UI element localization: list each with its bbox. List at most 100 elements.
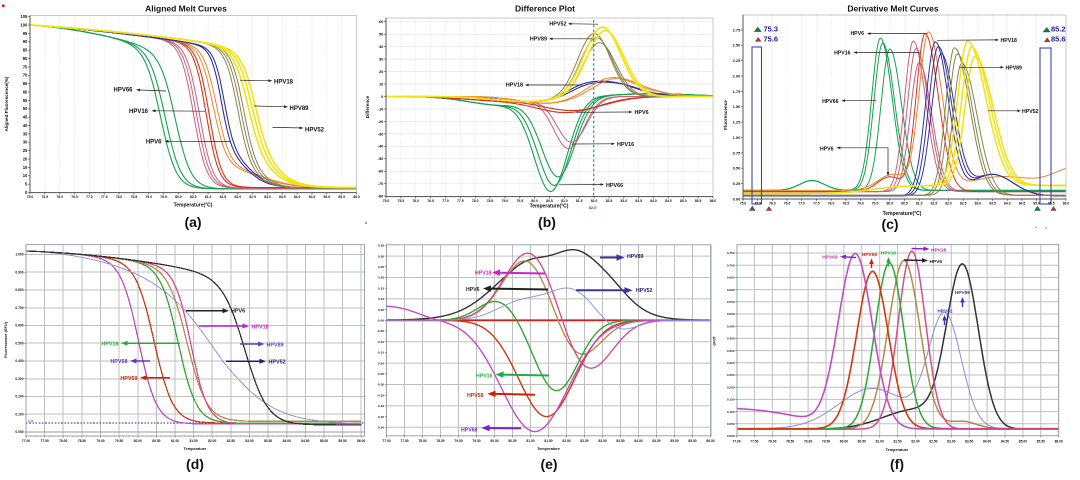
svg-text:86.00: 86.00 bbox=[706, 439, 714, 443]
svg-text:84.00: 84.00 bbox=[283, 439, 291, 443]
svg-text:77.50: 77.50 bbox=[750, 439, 758, 443]
svg-text:(f): (f) bbox=[890, 456, 904, 472]
svg-text:HPV16: HPV16 bbox=[617, 142, 634, 148]
svg-text:0.25: 0.25 bbox=[733, 181, 742, 186]
svg-text:50: 50 bbox=[23, 106, 28, 111]
svg-text:0.300: 0.300 bbox=[15, 377, 23, 381]
svg-text:HPV66: HPV66 bbox=[113, 88, 133, 94]
svg-text:HPV6: HPV6 bbox=[850, 31, 864, 37]
svg-text:78.0: 78.0 bbox=[116, 195, 123, 199]
svg-text:HPV52: HPV52 bbox=[1022, 109, 1039, 115]
svg-text:0.900: 0.900 bbox=[15, 270, 23, 274]
svg-text:81.50: 81.50 bbox=[189, 439, 197, 443]
svg-text:83.00: 83.00 bbox=[598, 439, 606, 443]
svg-text:Difference: Difference bbox=[365, 95, 370, 118]
svg-text:86.0: 86.0 bbox=[1063, 201, 1070, 205]
svg-text:HPV18: HPV18 bbox=[931, 247, 947, 253]
svg-text:Aligned Fluorescence(%): Aligned Fluorescence(%) bbox=[4, 76, 9, 131]
svg-text:85.5: 85.5 bbox=[695, 199, 702, 203]
svg-text:85.0: 85.0 bbox=[323, 195, 330, 199]
svg-text:-30: -30 bbox=[378, 131, 385, 136]
svg-text:-0.15: -0.15 bbox=[377, 351, 384, 355]
svg-text:0.350: 0.350 bbox=[727, 349, 735, 353]
svg-text:55: 55 bbox=[23, 98, 28, 103]
svg-text:78.00: 78.00 bbox=[768, 439, 776, 443]
svg-text:Difference Plot: Difference Plot bbox=[515, 4, 575, 14]
svg-text:0.15: 0.15 bbox=[378, 286, 384, 290]
svg-text:78.0: 78.0 bbox=[828, 201, 835, 205]
svg-text:95: 95 bbox=[23, 31, 28, 36]
svg-text:30: 30 bbox=[379, 57, 384, 62]
svg-text:20: 20 bbox=[379, 69, 384, 74]
svg-text:2.50: 2.50 bbox=[733, 43, 742, 48]
svg-text:81.50: 81.50 bbox=[893, 439, 901, 443]
svg-text:-80: -80 bbox=[378, 194, 385, 199]
svg-text:-0.35: -0.35 bbox=[377, 393, 384, 397]
svg-text:84.50: 84.50 bbox=[1001, 439, 1009, 443]
svg-text:80.0: 80.0 bbox=[531, 199, 538, 203]
svg-text:80.5: 80.5 bbox=[901, 201, 908, 205]
svg-text:79.00: 79.00 bbox=[454, 439, 462, 443]
svg-text:100: 100 bbox=[20, 22, 28, 27]
svg-text:78.5: 78.5 bbox=[487, 199, 494, 203]
svg-text:HPV66: HPV66 bbox=[822, 99, 839, 105]
svg-text:0.20: 0.20 bbox=[378, 276, 384, 280]
svg-text:HPV18: HPV18 bbox=[506, 83, 523, 89]
svg-text:82.00: 82.00 bbox=[562, 439, 570, 443]
svg-text:-40: -40 bbox=[378, 144, 385, 149]
svg-text:85.50: 85.50 bbox=[1037, 439, 1045, 443]
svg-text:HPV89: HPV89 bbox=[267, 342, 284, 348]
svg-text:HPV89: HPV89 bbox=[530, 36, 547, 42]
svg-text:83.5: 83.5 bbox=[989, 201, 996, 205]
svg-text:84.00: 84.00 bbox=[983, 439, 991, 443]
svg-text:80.0: 80.0 bbox=[886, 201, 893, 205]
svg-text:85.00: 85.00 bbox=[670, 439, 678, 443]
svg-text:83.00: 83.00 bbox=[947, 439, 955, 443]
svg-text:0.200: 0.200 bbox=[15, 395, 23, 399]
svg-text:77.5: 77.5 bbox=[457, 199, 464, 203]
svg-text:85.0: 85.0 bbox=[1033, 201, 1040, 205]
svg-text:84.5: 84.5 bbox=[309, 195, 316, 199]
svg-text:Fluorescence: Fluorescence bbox=[723, 100, 728, 130]
svg-text:60: 60 bbox=[23, 89, 28, 94]
svg-text:10: 10 bbox=[23, 173, 28, 178]
svg-text:60: 60 bbox=[379, 19, 384, 24]
svg-text:0.650: 0.650 bbox=[727, 276, 735, 280]
svg-text:70: 70 bbox=[23, 73, 28, 78]
svg-text:82.0: 82.0 bbox=[945, 201, 952, 205]
svg-text:HPV59: HPV59 bbox=[467, 393, 484, 399]
svg-text:Derivative Melt Curves: Derivative Melt Curves bbox=[847, 4, 938, 14]
svg-text:83.50: 83.50 bbox=[616, 439, 624, 443]
svg-text:40: 40 bbox=[23, 123, 28, 128]
svg-text:86.0: 86.0 bbox=[710, 199, 717, 203]
svg-text:HPV52: HPV52 bbox=[305, 128, 325, 134]
svg-text:75.0: 75.0 bbox=[383, 199, 390, 203]
svg-text:86.0: 86.0 bbox=[353, 195, 360, 199]
svg-text:85.00: 85.00 bbox=[1019, 439, 1027, 443]
svg-text:79.5: 79.5 bbox=[872, 201, 879, 205]
svg-text:77.00: 77.00 bbox=[382, 439, 390, 443]
svg-text:0.000: 0.000 bbox=[727, 434, 735, 438]
svg-text:-0.10: -0.10 bbox=[377, 340, 384, 344]
svg-text:(d): (d) bbox=[186, 456, 204, 472]
svg-text:0.700: 0.700 bbox=[15, 306, 23, 310]
svg-text:0.05: 0.05 bbox=[378, 308, 384, 312]
svg-text:77.00: 77.00 bbox=[732, 439, 740, 443]
svg-text:HPV18: HPV18 bbox=[475, 270, 492, 276]
svg-text:HPV6: HPV6 bbox=[635, 110, 649, 116]
svg-text:79.5: 79.5 bbox=[160, 195, 167, 199]
svg-text:0.750: 0.750 bbox=[727, 251, 735, 255]
svg-text:79.50: 79.50 bbox=[115, 439, 123, 443]
svg-text:0.500: 0.500 bbox=[15, 341, 23, 345]
svg-text:83.0: 83.0 bbox=[264, 195, 271, 199]
svg-text:77.0: 77.0 bbox=[442, 199, 449, 203]
svg-text:81.5: 81.5 bbox=[220, 195, 227, 199]
svg-text:-70: -70 bbox=[378, 181, 385, 186]
svg-text:78.50: 78.50 bbox=[78, 439, 86, 443]
svg-text:77.5: 77.5 bbox=[101, 195, 108, 199]
svg-text:81.0: 81.0 bbox=[916, 201, 923, 205]
svg-text:86.00: 86.00 bbox=[1055, 439, 1063, 443]
svg-text:HPV89: HPV89 bbox=[290, 106, 310, 112]
svg-text:0.25: 0.25 bbox=[378, 265, 384, 269]
svg-text:0.600: 0.600 bbox=[15, 324, 23, 328]
